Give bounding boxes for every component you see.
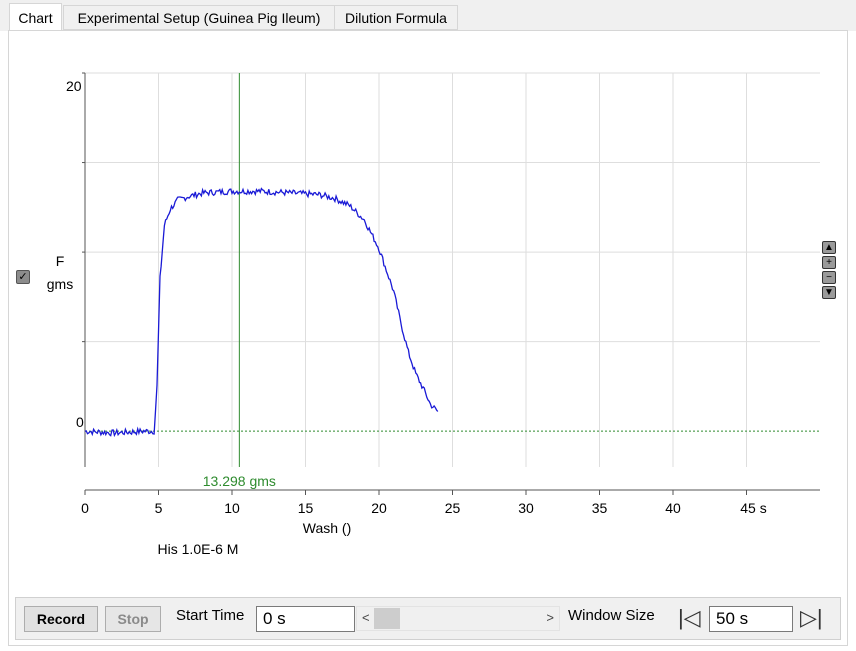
x-tick-labels: 0 5 10 15 20 25 30 35 40 45 s <box>81 500 767 516</box>
chart-panel <box>8 30 848 646</box>
x-tick-label: 20 <box>371 500 387 516</box>
down-arrow-icon[interactable]: ▼ <box>822 286 836 299</box>
go-to-start-icon[interactable]: |◁ <box>678 605 701 630</box>
scroll-right-icon[interactable]: > <box>546 610 554 625</box>
x-tick-label: 0 <box>81 500 89 516</box>
chart-axes <box>82 72 820 495</box>
x-tick-label: 15 <box>298 500 314 516</box>
stop-button[interactable]: Stop <box>105 606 161 632</box>
tab-bar: Chart Experimental Setup (Guinea Pig Ile… <box>0 0 856 31</box>
window-size-input[interactable]: 50 s <box>709 606 793 632</box>
tab-experimental-setup[interactable]: Experimental Setup (Guinea Pig Ileum) <box>63 5 335 30</box>
channel-checkbox[interactable]: ✓ <box>16 270 30 284</box>
x-axis-label: Wash () <box>303 520 351 536</box>
x-tick-label: 5 <box>155 500 163 516</box>
y-tick-zero: 0 <box>76 414 84 430</box>
y-tick-max: 20 <box>66 78 82 94</box>
x-tick-label: 30 <box>518 500 534 516</box>
go-to-end-icon[interactable]: ▷| <box>800 605 823 630</box>
chart-area[interactable]: 0 5 10 15 20 25 30 35 40 45 s 13.298 gms Wash () … <box>0 0 856 600</box>
chart-grid <box>84 72 820 467</box>
window-size-label: Window Size <box>568 607 655 624</box>
x-tick-label: 35 <box>592 500 608 516</box>
start-time-input[interactable]: 0 s <box>256 606 355 632</box>
time-scrollbar[interactable]: < > <box>356 606 560 631</box>
x-tick-label: 45 s <box>740 500 766 516</box>
scrollbar-thumb[interactable] <box>374 608 400 629</box>
scroll-left-icon[interactable]: < <box>362 610 370 625</box>
y-axis-label-f: F <box>55 253 65 269</box>
tab-dilution-formula[interactable]: Dilution Formula <box>334 5 458 30</box>
y-axis-label-units: gms <box>46 276 74 292</box>
x-tick-label: 10 <box>224 500 240 516</box>
force-trace <box>84 187 439 438</box>
x-tick-label: 40 <box>665 500 681 516</box>
tab-chart[interactable]: Chart <box>9 3 62 31</box>
recording-toolbar: Record Stop Start Time 0 s < > Window Si… <box>15 597 841 640</box>
cursor-readout: 13.298 gms <box>203 473 276 489</box>
plus-icon[interactable]: + <box>822 256 836 269</box>
record-button[interactable]: Record <box>24 606 98 632</box>
minus-icon[interactable]: − <box>822 271 836 284</box>
up-arrow-icon[interactable]: ▲ <box>822 241 836 254</box>
event-annotation: His 1.0E-6 M <box>158 541 239 557</box>
start-time-label: Start Time <box>176 607 245 624</box>
x-tick-label: 25 <box>445 500 461 516</box>
